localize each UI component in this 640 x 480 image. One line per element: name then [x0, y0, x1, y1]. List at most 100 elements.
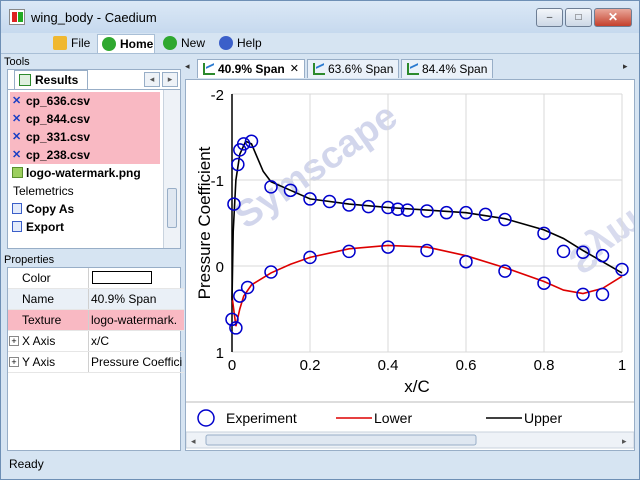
- data-point: [576, 245, 590, 259]
- home-icon: [102, 37, 116, 51]
- data-point: [556, 244, 571, 259]
- telemetrics-group[interactable]: Telemetrics: [13, 184, 74, 198]
- menu-help[interactable]: Help: [215, 34, 265, 53]
- result-item-cp-331[interactable]: ✕ cp_331.csv: [10, 128, 160, 146]
- folder-icon: [53, 36, 67, 50]
- data-point: [459, 254, 473, 269]
- tools-scrollbar[interactable]: [163, 90, 180, 248]
- prop-row-texture[interactable]: Texture logo-watermark.: [8, 310, 184, 331]
- data-point: [459, 205, 473, 220]
- legend-label: Lower: [374, 410, 412, 426]
- data-point: [391, 202, 405, 216]
- data-point: [283, 183, 298, 198]
- x-tick-label: 1: [618, 357, 626, 374]
- new-icon: [163, 36, 177, 50]
- y-tick-label: -2: [211, 87, 224, 104]
- result-item-cp-844[interactable]: ✕ cp_844.csv: [10, 110, 160, 128]
- scroll-left-icon: ◂: [191, 436, 196, 446]
- data-point: [478, 207, 493, 222]
- menu-home[interactable]: Home: [97, 34, 155, 53]
- y-tick-label: 0: [216, 259, 224, 276]
- close-tab-icon[interactable]: ✕: [289, 63, 299, 75]
- tab-40-9-span[interactable]: 40.9% Span ✕: [197, 59, 305, 78]
- export-icon: [12, 221, 22, 232]
- status-text: Ready: [9, 457, 44, 471]
- x-tick-label: 0.6: [456, 357, 477, 374]
- chart-icon: [407, 63, 419, 75]
- minimize-button[interactable]: –: [536, 8, 563, 27]
- expand-icon[interactable]: +: [9, 357, 19, 367]
- series-line-upper: [231, 140, 623, 301]
- tab-63-6-span[interactable]: 63.6% Span: [307, 59, 399, 78]
- legend-label: Experiment: [226, 410, 297, 426]
- tabs-dropdown-icon[interactable]: ▸: [623, 61, 628, 71]
- tabs-scroll-left[interactable]: ◂: [185, 61, 190, 71]
- copy-icon: [12, 203, 22, 214]
- tab-scroll-left-button[interactable]: ◂: [144, 72, 160, 87]
- properties-panel: Color Name 40.9% Span Texture logo-water…: [7, 267, 184, 451]
- chart-icon: [313, 63, 325, 75]
- data-point: [615, 262, 629, 277]
- tab-84-4-span[interactable]: 84.4% Span: [401, 59, 493, 78]
- data-point: [420, 243, 434, 258]
- results-icon: [19, 74, 31, 86]
- export-action[interactable]: Export: [10, 218, 160, 236]
- result-item-logo-watermark[interactable]: logo-watermark.png: [10, 164, 160, 182]
- data-point: [595, 248, 610, 263]
- color-swatch[interactable]: [92, 271, 152, 284]
- prop-row-color[interactable]: Color: [8, 268, 184, 289]
- x-tick-label: 0.8: [534, 357, 555, 374]
- menu-file[interactable]: File: [49, 34, 95, 53]
- data-point: [361, 199, 376, 214]
- tab-scroll-right-button[interactable]: ▸: [162, 72, 178, 87]
- data-point: [225, 312, 239, 327]
- data-point: [233, 289, 247, 303]
- result-item-cp-636[interactable]: ✕ cp_636.csv: [10, 92, 160, 110]
- close-button[interactable]: ✕: [594, 8, 632, 27]
- series-line-lower: [231, 244, 623, 327]
- data-point: [240, 280, 255, 295]
- data-point: [381, 200, 395, 215]
- menu-new[interactable]: New: [159, 34, 207, 53]
- help-icon: [219, 36, 233, 50]
- ribbon-menu: File Home New Help: [1, 33, 639, 54]
- color-value[interactable]: [88, 268, 184, 288]
- copy-as-action[interactable]: Copy As: [10, 200, 160, 218]
- y-tick-label: 1: [216, 345, 224, 362]
- prop-row-name[interactable]: Name 40.9% Span: [8, 289, 184, 310]
- tools-header: Tools: [1, 55, 181, 69]
- data-point: [227, 197, 241, 211]
- data-point: [342, 198, 356, 212]
- result-item-cp-238[interactable]: ✕ cp_238.csv: [10, 146, 160, 164]
- data-point: [498, 212, 512, 227]
- image-icon: [12, 167, 23, 178]
- data-point: [400, 203, 415, 217]
- document-tabbar: ◂ 40.9% Span ✕ 63.6% Span 84.4% Span ▸: [185, 58, 635, 78]
- chart-scrollbar-thumb: [205, 434, 477, 446]
- chart-panel: Symscape Symscape 0 0.2 0.4 0.6 0.8 1 -2 -1 0 1 x/C P…: [185, 79, 635, 451]
- prop-row-y-axis[interactable]: + Y Axis Pressure Coeffici: [8, 352, 184, 373]
- x-tick-label: 0.2: [300, 357, 321, 374]
- title-bar[interactable]: wing_body - Caedium – □ ✕: [1, 1, 639, 33]
- legend-marker: [197, 409, 215, 427]
- window-title: wing_body - Caedium: [31, 10, 157, 25]
- data-point: [236, 137, 251, 151]
- prop-row-x-axis[interactable]: + X Axis x/C: [8, 331, 184, 352]
- data-point: [381, 240, 395, 254]
- csv-icon: ✕: [12, 131, 22, 143]
- data-point: [231, 157, 245, 172]
- expand-icon[interactable]: +: [9, 336, 19, 346]
- data-point: [229, 321, 243, 335]
- data-point: [537, 276, 551, 290]
- data-point: [303, 192, 317, 206]
- tools-panel: Results ◂ ▸ ✕ cp_636.csv ✕ cp_844.csv ✕ cp_…: [7, 69, 181, 249]
- csv-icon: ✕: [12, 149, 22, 161]
- csv-icon: ✕: [12, 95, 22, 107]
- maximize-button[interactable]: □: [565, 8, 592, 27]
- data-point: [576, 287, 590, 302]
- tab-results[interactable]: Results: [14, 70, 88, 89]
- data-point: [595, 287, 610, 302]
- data-point: [264, 265, 278, 279]
- watermark-text-mirrored: Symscape: [561, 140, 634, 282]
